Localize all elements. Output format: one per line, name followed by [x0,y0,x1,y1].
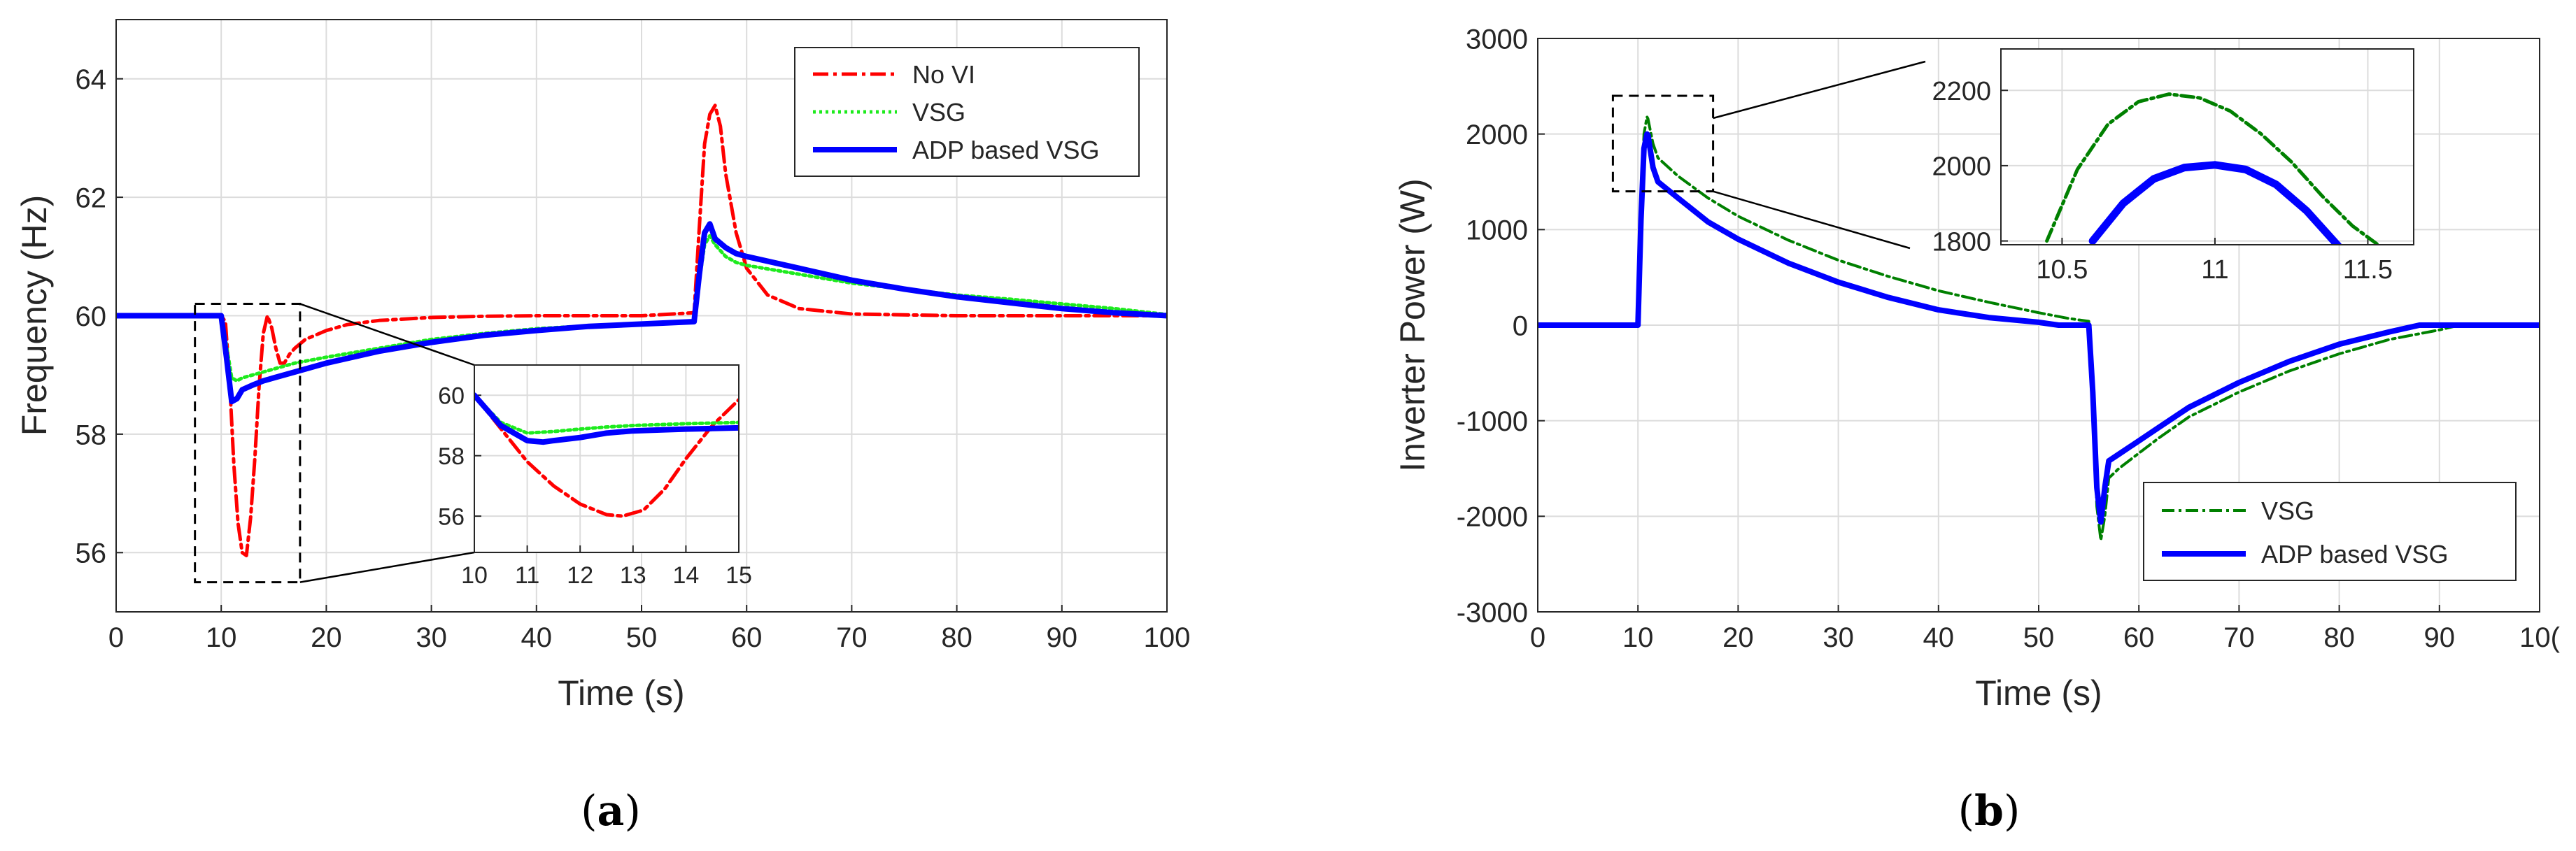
a-tick-label-y-2: 60 [76,301,107,332]
caption-b: (b) [1958,787,2021,836]
series-a [116,103,1167,557]
a-inset-tick-label-x-2: 12 [567,562,593,589]
b-inset-tick-label-y-1: 2000 [1932,152,1991,182]
legend-label-vsg-b: VSG [2261,496,2314,525]
a-tick-label-x-10: 100 [1144,622,1191,653]
b-inset-tick-label-x-1: 11 [2201,255,2228,285]
a-inset-series-vsg [474,393,739,435]
b-tick-label-y-6: 3000 [1466,24,1528,55]
axes-box-a [115,19,1168,613]
ticks-a: 0 10 20 30 40 50 60 70 80 90 100 56 58 60 62 64 [76,64,1191,653]
b-inset-series-adp-based-vsg [2088,161,2342,245]
b-tick-label-x-6: 60 [2123,622,2155,653]
a-inset-tick-label-y-2: 60 [438,382,465,409]
a-tick-label-x-8: 80 [941,622,972,653]
b-series-vsg [1538,115,2540,542]
b-tick-label-x-3: 30 [1823,622,1854,653]
a-tick-label-y-4: 64 [76,64,107,95]
a-series-no-vi [116,103,1167,557]
a-tick-label-x-6: 60 [731,622,763,653]
inset-a: 10 11 12 13 14 15 56 58 60 [438,364,752,589]
b-inset-tick-label-y-0: 1800 [1932,227,1991,257]
inset-box-a [474,364,739,553]
ticks-b: 0 10 20 30 40 50 60 70 80 90 10( -3000 -2000 -1000 0 10… [1457,24,2561,653]
a-tick-label-x-3: 30 [416,622,447,653]
legend-box-b [2143,482,2517,581]
inset-b: 10.5 11 11.5 1800 2000 2200 [1932,48,2414,285]
b-tick-label-y-1: -2000 [1457,502,1528,533]
a-tick-label-x-5: 50 [626,622,658,653]
b-tick-label-y-2: -1000 [1457,406,1528,437]
a-inset-tick-label-y-1: 58 [438,443,465,470]
a-inset-tick-label-x-1: 11 [515,562,539,589]
inset-series-a [474,392,739,518]
y-axis-label-a: Frequency (Hz) [15,195,54,436]
a-tick-label-y-1: 58 [76,420,107,450]
a-inset-tick-label-y-0: 56 [438,503,465,530]
a-tick-label-y-3: 62 [76,183,107,214]
b-series-adp-based-vsg [1538,131,2540,525]
a-inset-series-no-vi [474,393,739,518]
series-b [1538,115,2540,542]
a-tick-label-x-2: 20 [311,622,342,653]
a-inset-tick-label-x-0: 10 [461,562,488,589]
b-tick-label-x-2: 20 [1722,622,1754,653]
a-inset-tick-label-x-4: 14 [672,562,699,589]
a-tick-label-x-1: 10 [206,622,237,653]
legend-label-vsg-a: VSG [912,98,965,127]
b-tick-label-y-4: 1000 [1466,215,1528,246]
b-tick-label-x-10: 10( [2519,622,2560,653]
a-series-adp-based-vsg [116,221,1167,405]
b-inset-series-vsg [2045,92,2382,245]
a-inset-tick-label-x-3: 13 [620,562,646,589]
a-tick-label-x-4: 40 [521,622,553,653]
legend-label-adp-a: ADP based VSG [912,136,1100,164]
a-inset-series-adp-based-vsg [474,392,739,445]
b-tick-label-y-0: -3000 [1457,597,1528,628]
x-axis-label-a: Time (s) [558,673,684,713]
zoom-connector-b-bottom [1713,190,1911,250]
zoom-box-a [194,303,302,584]
inset-series-b [2045,92,2382,245]
y-axis-label-b: Inverter Power (W) [1393,178,1432,472]
b-inset-tick-label-x-0: 10.5 [2036,255,2088,285]
legend-b: VSG ADP based VSG [2143,482,2517,581]
chart-b: 0 10 20 30 40 50 60 70 80 90 10( -3000 -2000 -1000 0 10… [1393,24,2561,836]
b-tick-label-y-5: 2000 [1466,120,1528,150]
b-tick-label-x-4: 40 [1923,622,1955,653]
inset-ticks-b: 10.5 11 11.5 1800 2000 2200 [1932,77,2393,285]
b-tick-label-x-8: 80 [2323,622,2355,653]
caption-a: (a) [581,787,641,836]
b-tick-label-x-5: 50 [2023,622,2055,653]
a-tick-label-x-0: 0 [108,622,124,653]
a-tick-label-y-0: 56 [76,538,107,569]
axes-box-b [1537,38,2540,613]
inset-box-b [2000,48,2414,245]
x-axis-label-b: Time (s) [1975,673,2102,713]
zoom-box-b [1611,94,1715,193]
legend-a: No VI VSG ADP based VSG [794,47,1140,177]
a-tick-label-x-9: 90 [1047,622,1078,653]
b-tick-label-y-3: 0 [1513,310,1528,341]
b-inset-tick-label-y-2: 2200 [1932,77,1991,106]
b-tick-label-x-0: 0 [1530,622,1545,653]
a-tick-label-x-7: 70 [836,622,868,653]
zoom-connector-a-bottom [299,551,475,583]
legend-label-no-vi: No VI [912,60,975,89]
legend-box-a [794,47,1140,177]
a-inset-tick-label-x-5: 15 [726,562,752,589]
b-inset-tick-label-x-2: 11.5 [2343,255,2393,285]
b-tick-label-x-1: 10 [1622,622,1654,653]
b-tick-label-x-9: 90 [2424,622,2456,653]
b-tick-label-x-7: 70 [2223,622,2255,653]
zoom-connector-a-top [299,303,475,366]
inset-ticks-a: 10 11 12 13 14 15 56 58 60 [438,382,752,589]
legend-label-adp-b: ADP based VSG [2261,540,2449,568]
zoom-connector-b-top [1713,60,1926,120]
